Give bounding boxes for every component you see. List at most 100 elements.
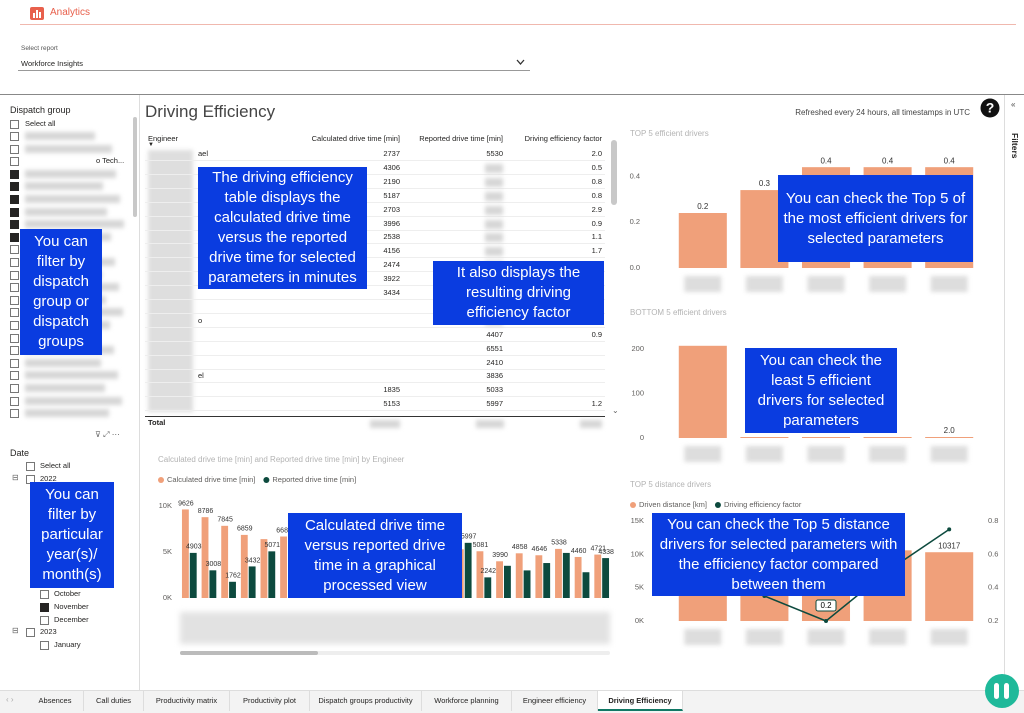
sort-icon[interactable]: ▼ [148,142,154,148]
scroll-down[interactable]: ⌄ [612,406,619,415]
legend-marker [714,502,721,508]
checkbox[interactable] [10,120,19,129]
select-all[interactable]: Select all [25,119,56,128]
checkbox[interactable] [10,132,19,141]
checkbox[interactable] [10,207,19,217]
checkbox[interactable] [10,308,19,318]
checkbox[interactable] [10,396,19,406]
bar [602,558,610,598]
checkbox[interactable] [40,641,49,651]
blurred-category [930,629,968,645]
checkbox[interactable] [26,628,35,638]
tab[interactable]: Dispatch groups productivity [310,691,422,711]
tab[interactable]: Engineer efficiency [512,691,598,711]
blurred-category [807,446,845,462]
row-rule [145,257,605,259]
checkbox[interactable] [10,384,19,393]
column-header[interactable]: Engineer [148,134,179,143]
cell-blur [485,163,503,173]
date-item[interactable]: 2023 [40,627,57,637]
app-title[interactable]: Analytics [50,7,91,18]
total-blur [370,420,400,428]
data-label: 3990 [492,552,508,559]
row-rule [145,299,605,300]
checkbox[interactable] [26,462,35,471]
collapse-icon[interactable]: « [1011,100,1016,109]
checkbox[interactable] [10,169,19,179]
checkbox[interactable] [10,409,19,419]
annotation: You can filter by particular year(s)/ mo… [30,482,114,588]
checkbox[interactable] [40,615,49,625]
tab[interactable]: Driving Efficiency [598,691,683,711]
column-header[interactable]: Calculated drive time [min] [311,134,400,143]
row-rule [145,354,605,356]
column-header[interactable]: Reported drive time [min] [419,134,503,143]
help-icon[interactable]: ? [980,98,1000,118]
checkbox[interactable] [10,333,19,343]
dispatch-title: Dispatch group [10,105,71,115]
date-item[interactable]: 2022 [40,473,57,483]
checkbox[interactable] [10,220,19,230]
line-point [824,619,828,623]
bar [678,345,727,438]
checkbox[interactable] [10,371,19,381]
dispatch-item[interactable]: o Tech... [96,156,125,166]
checkbox[interactable] [10,144,19,154]
blurred-category [684,446,722,462]
tab[interactable]: Call duties [84,691,144,711]
expand-icon[interactable]: ⊟ [12,626,19,636]
checkbox[interactable] [10,182,19,192]
checkbox[interactable] [10,346,19,356]
table-scrollbar[interactable] [611,140,617,205]
checkbox[interactable] [10,283,19,293]
tab[interactable]: Productivity plot [230,691,310,711]
date-item[interactable]: December [54,614,89,624]
data-label: 0.2 [820,601,832,610]
date-title: Date [10,448,30,458]
date-item[interactable]: January [54,640,81,650]
engineer-blur [148,150,193,412]
y-tick-label: 5K [163,547,172,556]
row-rule [145,187,605,189]
checkbox[interactable] [10,195,19,204]
checkbox[interactable] [10,258,19,267]
bar [555,548,562,598]
chart-scrollbar[interactable] [180,651,318,655]
svg-text:?: ? [986,100,995,116]
blurred-category [807,629,845,645]
checkbox[interactable] [40,602,49,612]
cell: 1.7 [591,246,602,256]
dropdown-chevron [516,59,525,65]
cell: o [198,315,203,325]
y-tick-label: 0.2 [630,217,640,226]
data-label: 2242 [481,568,497,575]
checkbox[interactable] [10,157,19,167]
date-item[interactable]: Select all [40,461,71,470]
date-item[interactable]: November [54,601,89,611]
tab[interactable]: Productivity matrix [144,691,230,711]
expand-icon[interactable]: ⊟ [12,472,19,482]
date-item[interactable]: October [54,589,81,598]
assistant-logo[interactable] [984,673,1020,709]
tab[interactable]: Workforce planning [422,691,512,711]
refresh-note: Refreshed every 24 hours, all timestamps… [795,108,970,117]
checkbox[interactable] [10,270,19,280]
y-tick-label: 15K [631,516,644,525]
tab-nav[interactable]: ‹ › [6,695,14,704]
checkbox[interactable] [10,358,19,368]
blurred-item [25,220,124,229]
checkbox[interactable] [10,232,19,242]
y-tick-label: 100 [631,388,644,397]
data-label: 0.3 [759,179,771,188]
cell: 5997 [486,399,503,409]
report-dropdown[interactable] [18,56,530,71]
checkbox[interactable] [10,321,19,330]
checkbox[interactable] [10,295,19,305]
checkbox[interactable] [40,590,49,599]
scrollbar[interactable] [133,117,137,217]
tab[interactable]: Absences [27,691,84,711]
checkbox[interactable] [10,245,19,255]
column-header[interactable]: Driving efficiency factor [524,134,602,143]
cell: 4156 [383,246,400,256]
y2-tick-label: 0.2 [988,616,998,625]
